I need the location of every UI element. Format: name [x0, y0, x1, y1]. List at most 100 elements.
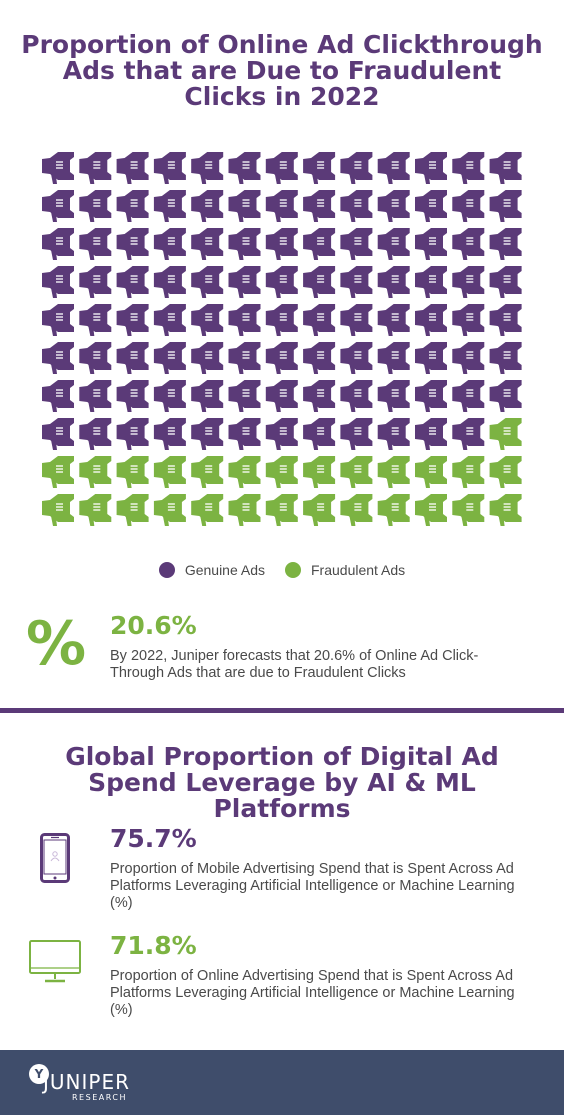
- megaphone-icon-genuine: [153, 304, 186, 336]
- legend-item-fraudulent: Fraudulent Ads: [285, 562, 405, 578]
- megaphone-icon-fraudulent: [79, 456, 112, 488]
- megaphone-icon-genuine: [340, 228, 373, 260]
- megaphone-icon-genuine: [79, 266, 112, 298]
- megaphone-icon-genuine: [153, 228, 186, 260]
- megaphone-icon-fraudulent: [303, 456, 336, 488]
- megaphone-icon-genuine: [377, 342, 410, 374]
- percent-icon: %: [26, 609, 87, 679]
- megaphone-icon-genuine: [489, 380, 522, 412]
- megaphone-icon-genuine: [42, 190, 74, 222]
- megaphone-icon-genuine: [377, 380, 410, 412]
- megaphone-icon-fraudulent: [377, 494, 410, 526]
- megaphone-icon-genuine: [415, 190, 447, 222]
- megaphone-icon-genuine: [415, 342, 447, 374]
- megaphone-icon-genuine: [228, 342, 261, 374]
- megaphone-icon-genuine: [452, 304, 485, 336]
- megaphone-icon-genuine: [153, 418, 186, 450]
- megaphone-icon-genuine: [191, 304, 224, 336]
- megaphone-icon-genuine: [303, 228, 336, 260]
- megaphone-icon-fraudulent: [228, 456, 261, 488]
- megaphone-icon-genuine: [265, 152, 298, 184]
- megaphone-icon-genuine: [265, 418, 298, 450]
- fraud-stat: 20.6% By 2022, Juniper forecasts that 20…: [110, 612, 530, 682]
- legend-item-genuine: Genuine Ads: [158, 562, 265, 578]
- megaphone-icon-fraudulent: [42, 494, 74, 526]
- juniper-research-logo[interactable]: Y JUNIPER RESEARCH: [29, 1064, 169, 1104]
- megaphone-icon-genuine: [415, 228, 447, 260]
- megaphone-icon-genuine: [42, 266, 74, 298]
- megaphone-icon-fraudulent: [340, 494, 373, 526]
- megaphone-icon-genuine: [191, 342, 224, 374]
- megaphone-icon-genuine: [415, 380, 447, 412]
- megaphone-icon-genuine: [452, 266, 485, 298]
- megaphone-icon-genuine: [415, 266, 447, 298]
- megaphone-icon-genuine: [340, 266, 373, 298]
- megaphone-icon-genuine: [191, 380, 224, 412]
- megaphone-icon-genuine: [228, 380, 261, 412]
- megaphone-icon-genuine: [303, 380, 336, 412]
- legend-dot-genuine: [158, 562, 175, 578]
- online-stat: 71.8% Proportion of Online Advertising S…: [110, 932, 530, 1019]
- fraud-stat-value: 20.6%: [110, 611, 197, 640]
- megaphone-icon-genuine: [116, 418, 149, 450]
- megaphone-icon-genuine: [415, 418, 447, 450]
- megaphone-icon-fraudulent: [153, 494, 186, 526]
- megaphone-icon-genuine: [377, 228, 410, 260]
- logo-name: JUNIPER: [43, 1070, 130, 1094]
- megaphone-icon-genuine: [265, 228, 298, 260]
- megaphone-icon-genuine: [42, 380, 74, 412]
- section-title: Global Proportion of Digital Ad Spend Le…: [65, 742, 499, 823]
- megaphone-icon-fraudulent: [116, 494, 149, 526]
- megaphone-icon-genuine: [153, 266, 186, 298]
- megaphone-icon-genuine: [79, 380, 112, 412]
- megaphone-icon-genuine: [116, 342, 149, 374]
- megaphone-icon-fraudulent: [303, 494, 336, 526]
- megaphone-icon-genuine: [228, 228, 261, 260]
- megaphone-icon-genuine: [415, 152, 447, 184]
- megaphone-icon-fraudulent: [452, 456, 485, 488]
- megaphone-icon-genuine: [153, 342, 186, 374]
- megaphone-icon-genuine: [489, 342, 522, 374]
- megaphone-icon-fraudulent: [489, 456, 522, 488]
- megaphone-icon-genuine: [79, 304, 112, 336]
- megaphone-icon-genuine: [265, 266, 298, 298]
- megaphone-icon-genuine: [377, 418, 410, 450]
- megaphone-icon-genuine: [340, 380, 373, 412]
- megaphone-icon-genuine: [303, 342, 336, 374]
- online-stat-value: 71.8%: [110, 931, 197, 960]
- megaphone-icon-genuine: [489, 228, 522, 260]
- megaphone-icon-genuine: [489, 152, 522, 184]
- megaphone-icon-genuine: [265, 380, 298, 412]
- megaphone-icon-genuine: [303, 190, 336, 222]
- megaphone-icon-genuine: [191, 266, 224, 298]
- megaphone-icon-genuine: [265, 342, 298, 374]
- megaphone-icon-genuine: [79, 190, 112, 222]
- megaphone-icon-fraudulent: [489, 418, 522, 450]
- megaphone-icon-fraudulent: [265, 456, 298, 488]
- megaphone-icon-genuine: [79, 342, 112, 374]
- megaphone-icon-fraudulent: [42, 456, 74, 488]
- megaphone-icon-fraudulent: [116, 456, 149, 488]
- chart-legend: Genuine Ads Fraudulent Ads: [0, 562, 564, 578]
- megaphone-icon-genuine: [452, 342, 485, 374]
- megaphone-icon-genuine: [265, 304, 298, 336]
- megaphone-icon-fraudulent: [377, 456, 410, 488]
- megaphone-icon-genuine: [303, 152, 336, 184]
- megaphone-icon-genuine: [79, 152, 112, 184]
- megaphone-icon-fraudulent: [191, 494, 224, 526]
- megaphone-icon-genuine: [116, 380, 149, 412]
- legend-label-fraudulent: Fraudulent Ads: [311, 562, 406, 578]
- mobile-stat-value: 75.7%: [110, 824, 197, 853]
- megaphone-icon-genuine: [303, 418, 336, 450]
- megaphone-pictogram-chart: [42, 152, 522, 526]
- megaphone-icon-genuine: [340, 152, 373, 184]
- megaphone-icon-genuine: [116, 266, 149, 298]
- megaphone-icon-genuine: [153, 380, 186, 412]
- megaphone-icon-genuine: [377, 190, 410, 222]
- megaphone-icon-fraudulent: [191, 456, 224, 488]
- megaphone-icon-genuine: [340, 342, 373, 374]
- megaphone-icon-genuine: [79, 418, 112, 450]
- mobile-phone-icon: [40, 833, 70, 888]
- megaphone-icon-fraudulent: [452, 494, 485, 526]
- megaphone-icon-genuine: [340, 418, 373, 450]
